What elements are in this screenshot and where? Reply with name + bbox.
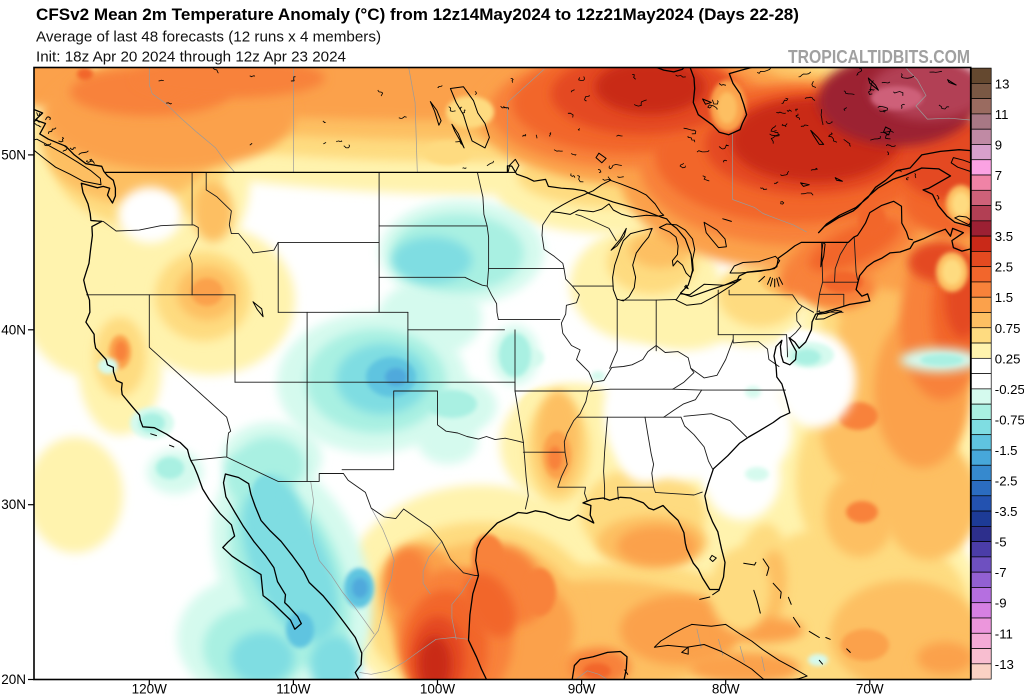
svg-text:-11: -11	[995, 626, 1013, 641]
svg-text:1.5: 1.5	[995, 290, 1013, 305]
svg-text:30N: 30N	[1, 497, 26, 512]
svg-text:40N: 40N	[1, 322, 26, 337]
svg-text:2.5: 2.5	[995, 260, 1013, 275]
svg-text:-2.5: -2.5	[995, 474, 1018, 489]
svg-text:CFSv2 Mean 2m Temperature Anom: CFSv2 Mean 2m Temperature Anomaly (°C) f…	[36, 5, 799, 24]
svg-text:11: 11	[995, 107, 1009, 122]
svg-text:80W: 80W	[712, 682, 740, 697]
svg-text:0.25: 0.25	[995, 351, 1021, 366]
svg-text:-3.5: -3.5	[995, 504, 1018, 519]
svg-text:-5: -5	[995, 535, 1007, 550]
svg-text:-1.5: -1.5	[995, 443, 1018, 458]
svg-text:13: 13	[995, 76, 1010, 91]
svg-text:70W: 70W	[856, 682, 884, 697]
svg-text:-13: -13	[995, 657, 1014, 672]
svg-text:100W: 100W	[420, 682, 456, 697]
svg-text:-0.75: -0.75	[995, 412, 1024, 427]
svg-text:Average of last 48 forecasts (: Average of last 48 forecasts (12 runs x …	[36, 29, 381, 46]
svg-text:0.75: 0.75	[995, 321, 1021, 336]
svg-text:Init: 18z Apr 20 2024 through: Init: 18z Apr 20 2024 through 12z Apr 23…	[36, 49, 346, 66]
svg-text:20N: 20N	[1, 672, 26, 687]
svg-text:110W: 110W	[276, 682, 311, 697]
svg-text:TROPICALTIDBITS.COM: TROPICALTIDBITS.COM	[788, 47, 970, 67]
svg-text:-9: -9	[995, 596, 1007, 611]
svg-text:-7: -7	[995, 565, 1007, 580]
svg-text:-0.25: -0.25	[995, 382, 1024, 397]
svg-text:90W: 90W	[568, 682, 596, 697]
svg-text:7: 7	[995, 168, 1002, 183]
svg-text:5: 5	[995, 199, 1002, 214]
svg-text:3.5: 3.5	[995, 229, 1013, 244]
svg-text:50N: 50N	[1, 147, 26, 162]
svg-text:120W: 120W	[132, 682, 168, 697]
svg-text:9: 9	[995, 138, 1002, 153]
